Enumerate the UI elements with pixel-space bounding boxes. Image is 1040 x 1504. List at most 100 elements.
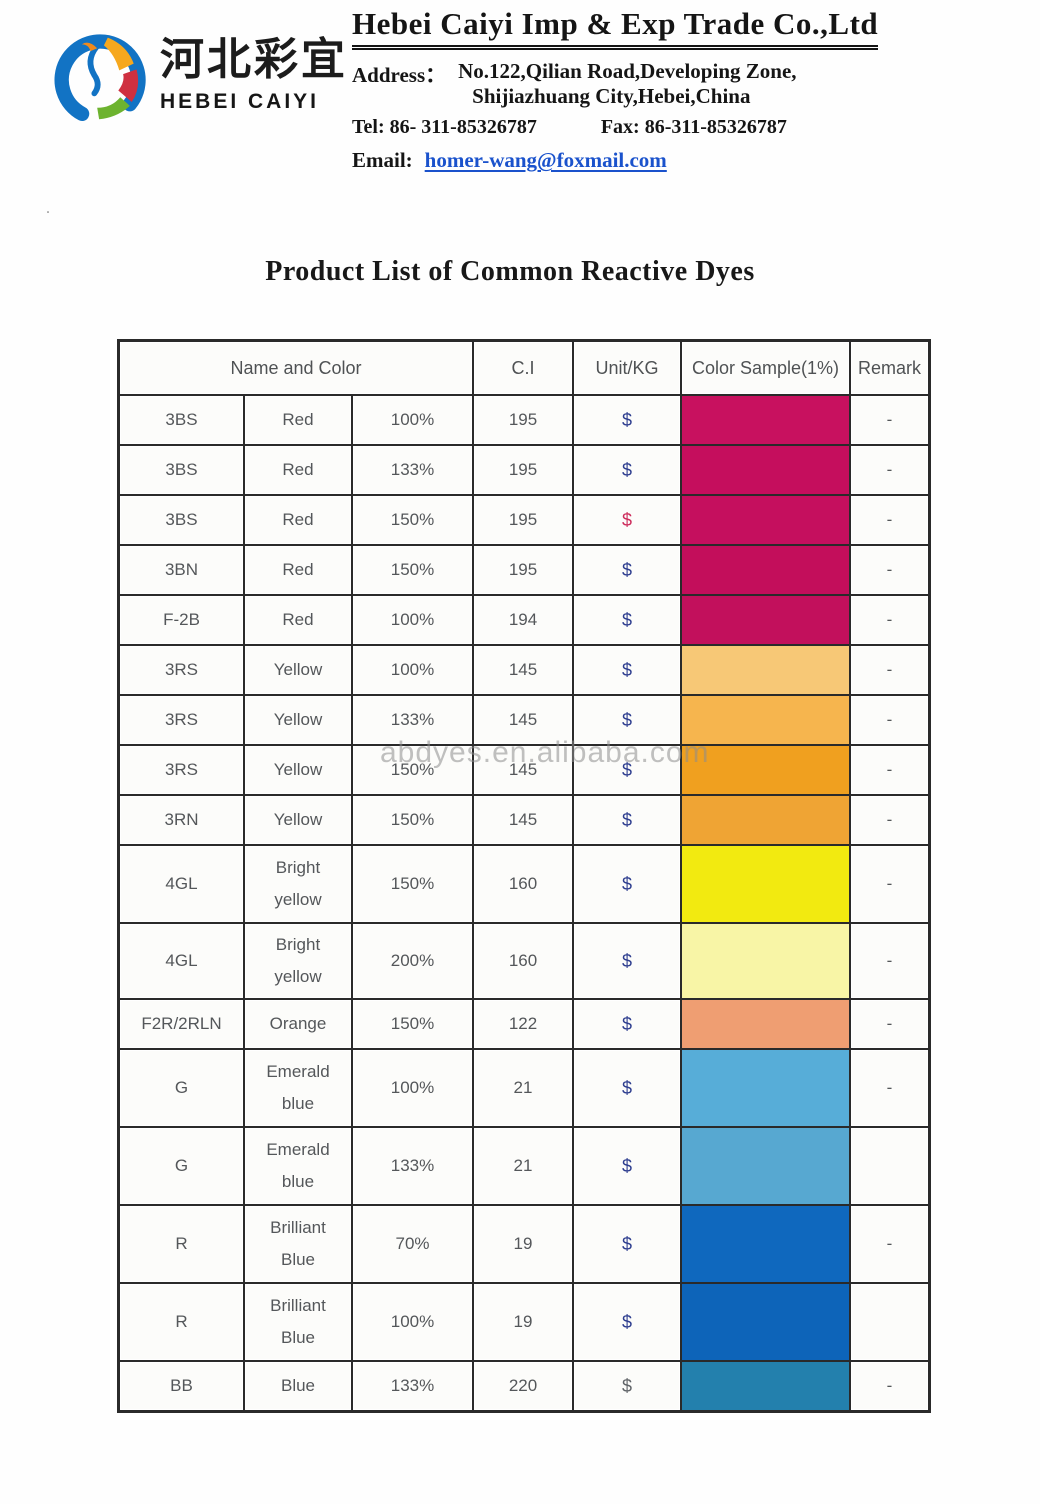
dye-unit: $ [574, 546, 680, 594]
dye-color: Red [245, 446, 351, 494]
dye-ci: 195 [474, 496, 572, 544]
dye-remark: - [851, 396, 928, 444]
dye-strength: 150% [353, 846, 472, 922]
color-sample [682, 1284, 849, 1360]
dye-strength: 150% [353, 546, 472, 594]
dye-table: Name and Color C.I Unit/KG Color Sample(… [117, 339, 931, 1413]
phoenix-logo-icon [54, 34, 146, 126]
dye-strength: 100% [353, 596, 472, 644]
letterhead: Hebei Caiyi Imp & Exp Trade Co.,Ltd Addr… [352, 6, 992, 173]
dye-remark: - [851, 446, 928, 494]
dye-strength: 150% [353, 796, 472, 844]
dye-ci: 145 [474, 696, 572, 744]
email-link[interactable]: homer-wang@foxmail.com [424, 148, 667, 172]
company-logo: 河北彩宜 HEBEI CAIYI [52, 28, 348, 128]
dye-remark: - [851, 1000, 928, 1048]
dye-remark [851, 1128, 928, 1204]
dye-name: 3BS [120, 396, 243, 444]
dye-strength: 133% [353, 1128, 472, 1204]
dye-name: G [120, 1128, 243, 1204]
scan-artifact: . [46, 200, 50, 217]
color-sample [682, 396, 849, 444]
dye-unit: $ [574, 496, 680, 544]
header-ci: C.I [474, 342, 572, 394]
dye-strength: 133% [353, 696, 472, 744]
color-sample [682, 596, 849, 644]
dye-remark: - [851, 1362, 928, 1410]
dye-unit: $ [574, 1284, 680, 1360]
dye-strength: 200% [353, 924, 472, 998]
color-sample [682, 846, 849, 922]
color-sample [682, 646, 849, 694]
dye-ci: 145 [474, 646, 572, 694]
dye-name: 3BS [120, 496, 243, 544]
dye-name: 3RS [120, 696, 243, 744]
dye-name: R [120, 1284, 243, 1360]
dye-color: Bright yellow [245, 846, 351, 922]
header-remark: Remark [851, 342, 928, 394]
dye-name: 3RS [120, 646, 243, 694]
color-sample [682, 746, 849, 794]
address-line-2: Shijiazhuang City,Hebei,China [472, 84, 751, 108]
dye-strength: 100% [353, 1284, 472, 1360]
color-sample [682, 924, 849, 998]
dye-name: F2R/2RLN [120, 1000, 243, 1048]
color-sample [682, 1050, 849, 1126]
dye-ci: 195 [474, 396, 572, 444]
dye-unit: $ [574, 1206, 680, 1282]
dye-ci: 21 [474, 1128, 572, 1204]
dye-remark: - [851, 646, 928, 694]
fax-number: Fax: 86-311-85326787 [600, 116, 787, 138]
dye-remark: - [851, 796, 928, 844]
dye-color: Yellow [245, 746, 351, 794]
color-sample [682, 546, 849, 594]
dye-remark: - [851, 746, 928, 794]
dye-color: Red [245, 396, 351, 444]
dye-strength: 70% [353, 1206, 472, 1282]
dye-unit: $ [574, 796, 680, 844]
logo-latin-text: HEBEI CAIYI [160, 90, 320, 113]
dye-unit: $ [574, 1362, 680, 1410]
dye-ci: 122 [474, 1000, 572, 1048]
dye-ci: 220 [474, 1362, 572, 1410]
dye-name: 4GL [120, 924, 243, 998]
address-label: Address： [352, 63, 447, 87]
dye-color: Red [245, 596, 351, 644]
logo-chinese-text: 河北彩宜 [160, 34, 348, 85]
dye-strength: 100% [353, 1050, 472, 1126]
color-sample [682, 796, 849, 844]
dye-color: Yellow [245, 696, 351, 744]
dye-unit: $ [574, 1050, 680, 1126]
dye-color: Emerald blue [245, 1050, 351, 1126]
dye-remark: - [851, 924, 928, 998]
dye-color: Red [245, 546, 351, 594]
page-title: Product List of Common Reactive Dyes [265, 256, 755, 287]
header-unit-kg: Unit/KG [574, 342, 680, 394]
color-sample [682, 496, 849, 544]
dye-ci: 195 [474, 546, 572, 594]
dye-unit: $ [574, 1000, 680, 1048]
dye-name: 4GL [120, 846, 243, 922]
watermark: abdyes.en.alibaba.com [380, 736, 710, 769]
dye-ci: 19 [474, 1206, 572, 1282]
color-sample [682, 1362, 849, 1410]
color-sample [682, 446, 849, 494]
dye-unit: $ [574, 396, 680, 444]
dye-color: Brilliant Blue [245, 1206, 351, 1282]
address-line-1: No.122,Qilian Road,Developing Zone, [458, 59, 797, 83]
email-label: Email: [352, 148, 413, 172]
color-sample [682, 696, 849, 744]
dye-remark: - [851, 696, 928, 744]
dye-name: 3RS [120, 746, 243, 794]
dye-ci: 21 [474, 1050, 572, 1126]
dye-name: 3BS [120, 446, 243, 494]
color-sample [682, 1206, 849, 1282]
header-color-sample: Color Sample(1%) [682, 342, 849, 394]
dye-remark: - [851, 596, 928, 644]
dye-strength: 100% [353, 646, 472, 694]
dye-unit: $ [574, 446, 680, 494]
dye-strength: 133% [353, 446, 472, 494]
tel-number: Tel: 86- 311-85326787 [352, 116, 537, 138]
dye-unit: $ [574, 696, 680, 744]
dye-color: Red [245, 496, 351, 544]
